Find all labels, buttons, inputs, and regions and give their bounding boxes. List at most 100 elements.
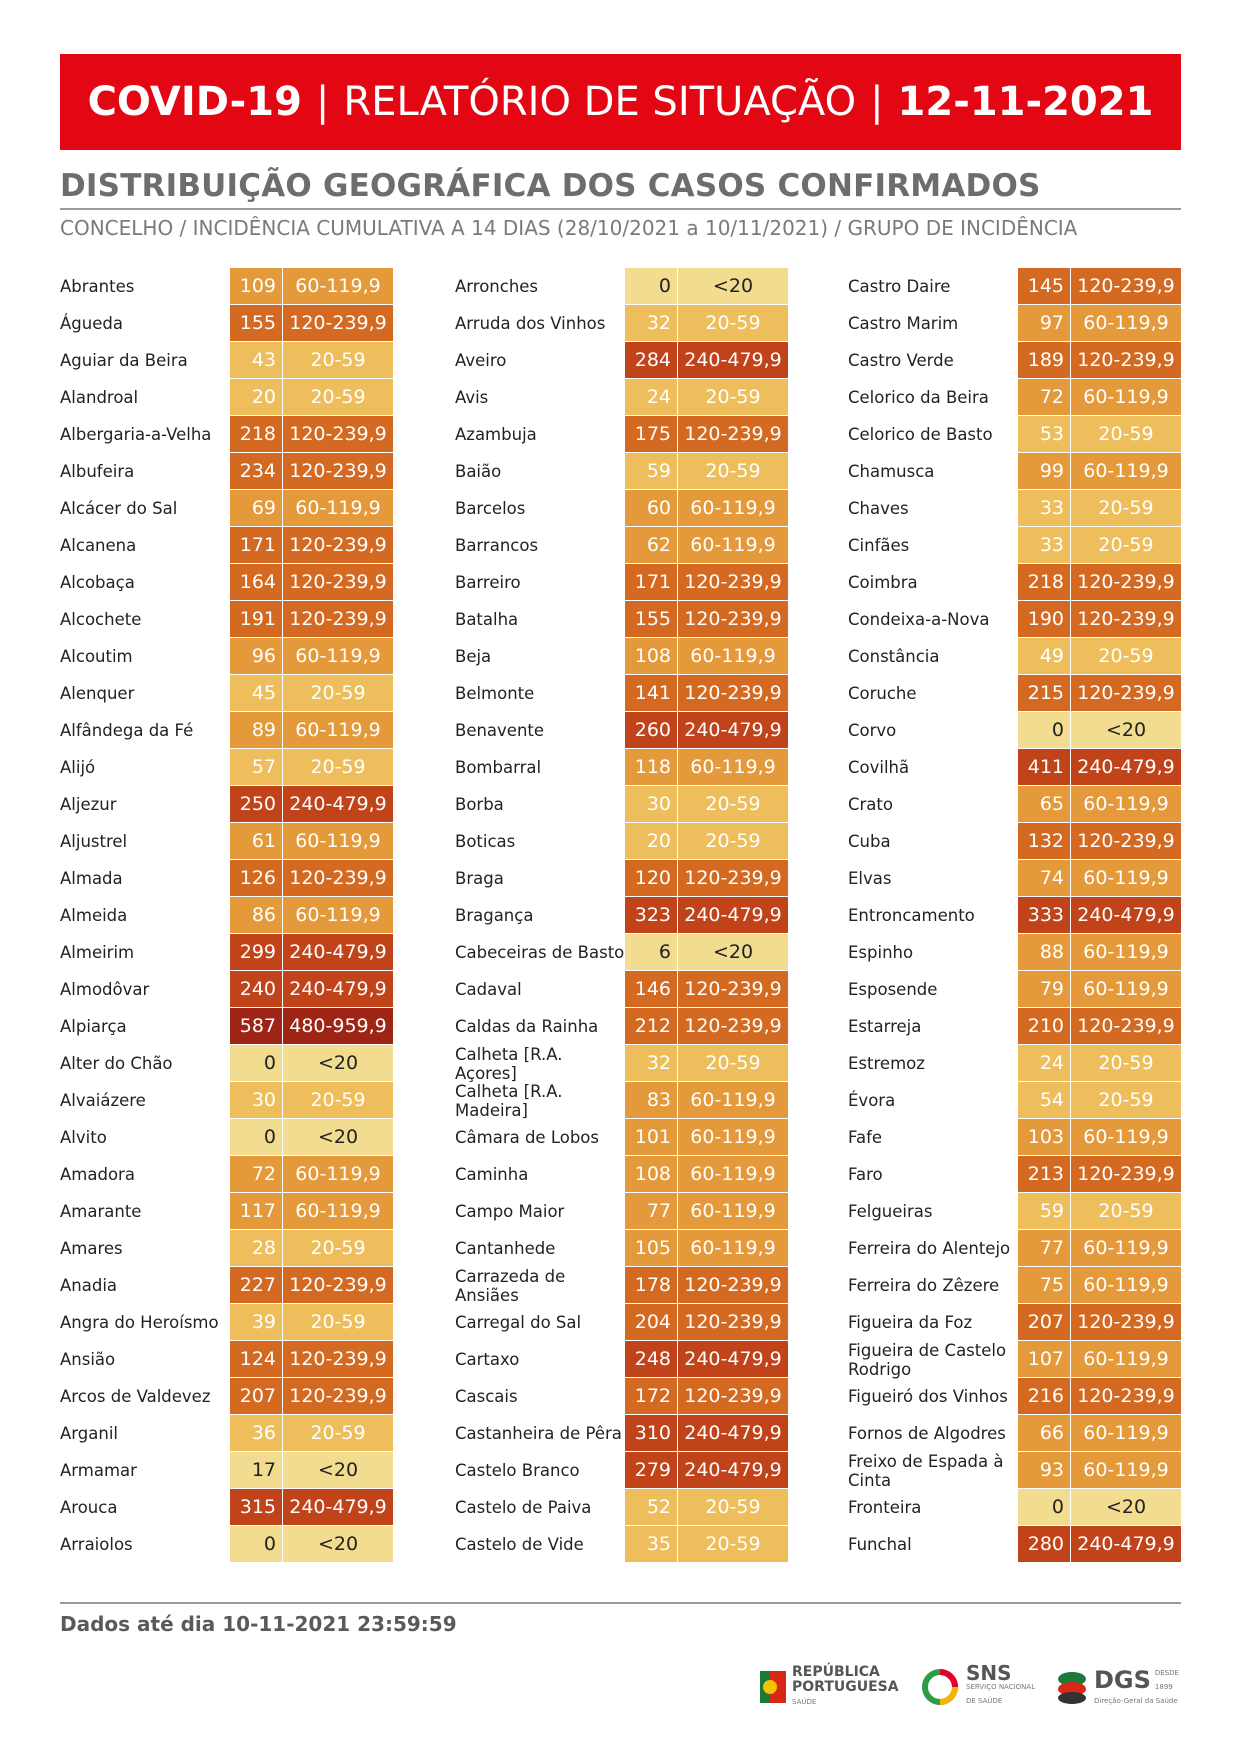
dgs-sub-text: Direção-Geral da Saúde: [1094, 1697, 1178, 1705]
municipality-row: Figueira da Foz 207 120-239,9: [848, 1304, 1188, 1341]
incidence-group: 20-59: [678, 1045, 788, 1081]
incidence-value: 57: [230, 749, 283, 785]
incidence-group: 120-239,9: [1071, 342, 1181, 378]
incidence-value: 218: [230, 416, 283, 452]
municipality-name: Freixo de Espada à Cinta: [848, 1451, 1004, 1490]
municipality-row: Belmonte 141 120-239,9: [455, 675, 795, 712]
municipality-name: Funchal: [848, 1535, 912, 1554]
incidence-value: 83: [625, 1082, 678, 1118]
municipality-row: Cascais 172 120-239,9: [455, 1378, 795, 1415]
municipality-name: Fronteira: [848, 1498, 922, 1517]
incidence-value: 89: [230, 712, 283, 748]
municipality-row: Cabeceiras de Basto 6 <20: [455, 934, 795, 971]
incidence-group: 20-59: [678, 1526, 788, 1562]
municipality-name: Fafe: [848, 1128, 883, 1147]
header-separator-2: |: [870, 79, 884, 125]
municipality-row: Aljustrel 61 60-119,9: [60, 823, 400, 860]
municipality-row: Celorico de Basto 53 20-59: [848, 416, 1188, 453]
incidence-value: 207: [230, 1378, 283, 1414]
municipality-name: Caminha: [455, 1165, 529, 1184]
municipality-row: Braga 120 120-239,9: [455, 860, 795, 897]
municipality-name: Alandroal: [60, 388, 139, 407]
header-separator-1: |: [315, 79, 330, 125]
dgs-logo: DGS DESDE 1899 Direção-Geral da Saúde: [1055, 1662, 1181, 1712]
rp-line3: SAÚDE: [792, 1697, 817, 1706]
sns-sub-text: SERVIÇO NACIONAL DE SAÚDE: [966, 1683, 1036, 1705]
report-header-banner: COVID-19 | RELATÓRIO DE SITUAÇÃO | 12-11…: [60, 54, 1181, 150]
incidence-group: 60-119,9: [1071, 1119, 1181, 1155]
incidence-value: 59: [625, 453, 678, 489]
incidence-value: 32: [625, 305, 678, 341]
incidence-group: 60-119,9: [283, 1156, 393, 1192]
municipality-row: Batalha 155 120-239,9: [455, 601, 795, 638]
incidence-value: 99: [1018, 453, 1071, 489]
municipality-name: Alter do Chão: [60, 1054, 173, 1073]
municipality-name: Castelo de Paiva: [455, 1498, 592, 1517]
municipality-row: Alvaiázere 30 20-59: [60, 1082, 400, 1119]
municipality-column-2: Arronches 0 <20 Arruda dos Vinhos 32 20-59 Ave…: [455, 268, 795, 1563]
incidence-value: 171: [230, 527, 283, 563]
municipality-name: Baião: [455, 462, 502, 481]
municipality-name: Almodôvar: [60, 980, 150, 999]
municipality-name: Ferreira do Zêzere: [848, 1276, 1000, 1295]
incidence-group: <20: [283, 1526, 393, 1562]
municipality-name: Faro: [848, 1165, 883, 1184]
municipality-row: Abrantes 109 60-119,9: [60, 268, 400, 305]
incidence-group: 120-239,9: [678, 1008, 788, 1044]
municipality-row: Cantanhede 105 60-119,9: [455, 1230, 795, 1267]
incidence-value: 45: [230, 675, 283, 711]
municipality-name: Celorico da Beira: [848, 388, 989, 407]
municipality-row: Fornos de Algodres 66 60-119,9: [848, 1415, 1188, 1452]
municipality-name: Alijó: [60, 758, 96, 777]
municipality-name: Cartaxo: [455, 1350, 520, 1369]
municipality-name: Albufeira: [60, 462, 135, 481]
incidence-group: 60-119,9: [1071, 971, 1181, 1007]
incidence-group: 20-59: [1071, 490, 1181, 526]
incidence-group: 20-59: [1071, 1193, 1181, 1229]
incidence-value: 0: [1018, 1489, 1071, 1525]
incidence-group: 240-479,9: [678, 1452, 788, 1488]
incidence-value: 109: [230, 268, 283, 304]
municipality-name: Boticas: [455, 832, 516, 851]
incidence-value: 105: [625, 1230, 678, 1266]
incidence-group: 20-59: [678, 379, 788, 415]
divider-top: [60, 208, 1181, 210]
incidence-group: 20-59: [678, 305, 788, 341]
municipality-name: Ferreira do Alentejo: [848, 1239, 1011, 1258]
incidence-value: 212: [625, 1008, 678, 1044]
incidence-value: 227: [230, 1267, 283, 1303]
municipality-name: Alfândega da Fé: [60, 721, 194, 740]
rp-emblem-icon: [760, 1671, 786, 1703]
incidence-value: 215: [1018, 675, 1071, 711]
municipality-row: Coimbra 218 120-239,9: [848, 564, 1188, 601]
municipality-row: Alcobaça 164 120-239,9: [60, 564, 400, 601]
municipality-name: Carrazeda de Ansiães: [455, 1266, 566, 1305]
incidence-value: 66: [1018, 1415, 1071, 1451]
header-report-title: RELATÓRIO DE SITUAÇÃO: [343, 79, 857, 125]
municipality-row: Almodôvar 240 240-479,9: [60, 971, 400, 1008]
incidence-group: <20: [283, 1045, 393, 1081]
incidence-group: 20-59: [283, 1304, 393, 1340]
incidence-group: 20-59: [283, 1415, 393, 1451]
municipality-name: Alvito: [60, 1128, 107, 1147]
municipality-name: Alenquer: [60, 684, 135, 703]
incidence-value: 30: [230, 1082, 283, 1118]
incidence-value: 72: [230, 1156, 283, 1192]
municipality-row: Constância 49 20-59: [848, 638, 1188, 675]
incidence-value: 0: [625, 268, 678, 304]
incidence-value: 54: [1018, 1082, 1071, 1118]
municipality-row: Castro Marim 97 60-119,9: [848, 305, 1188, 342]
incidence-group: 120-239,9: [678, 416, 788, 452]
sns-ring-icon: [922, 1669, 958, 1705]
municipality-row: Carrazeda de Ansiães 178 120-239,9: [455, 1266, 795, 1305]
municipality-row: Figueira de Castelo Rodrigo 107 60-119,9: [848, 1341, 1188, 1379]
incidence-value: 39: [230, 1304, 283, 1340]
incidence-group: 60-119,9: [678, 749, 788, 785]
incidence-value: 0: [230, 1526, 283, 1562]
municipality-name: Arraiolos: [60, 1535, 133, 1554]
header-date: 12-11-2021: [897, 79, 1154, 125]
municipality-name: Azambuja: [455, 425, 537, 444]
incidence-group: 60-119,9: [678, 1230, 788, 1266]
republica-portuguesa-logo: REPÚBLICA PORTUGUESA SAÚDE: [760, 1662, 899, 1712]
incidence-value: 0: [230, 1119, 283, 1155]
